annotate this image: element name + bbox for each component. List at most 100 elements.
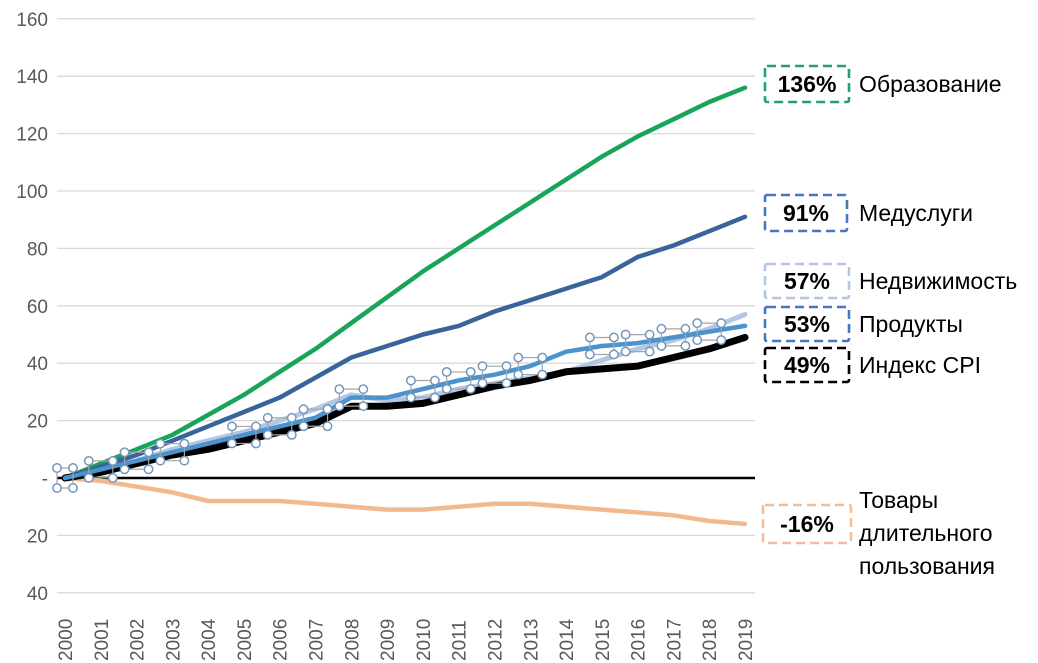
selection-handle[interactable] xyxy=(179,438,190,449)
legend-value-box-Индекс CPI[interactable] xyxy=(763,346,851,384)
selection-handle[interactable] xyxy=(52,463,62,473)
legend-label-Индекс CPI: Индекс CPI xyxy=(859,351,981,378)
selection-handle[interactable] xyxy=(334,384,345,395)
selection-handle[interactable] xyxy=(537,352,548,363)
legend-label-Медуслуги: Медуслуги xyxy=(859,199,974,226)
selection-handle[interactable] xyxy=(155,455,166,466)
selection-handle[interactable] xyxy=(537,369,548,380)
selection-handle[interactable] xyxy=(322,421,333,432)
selection-handle[interactable] xyxy=(620,346,631,357)
selection-handle[interactable] xyxy=(477,361,488,372)
x-axis-tick-label: 2002 xyxy=(128,619,149,661)
selection-handle[interactable] xyxy=(251,438,261,449)
series-line-Индекс CPI[interactable] xyxy=(61,333,749,482)
y-axis-tick-label: 20 xyxy=(27,412,48,433)
series-line-Продукты[interactable] xyxy=(62,323,748,481)
selection-handle[interactable] xyxy=(608,332,619,343)
selection-handle[interactable] xyxy=(119,464,130,475)
x-axis-tick-label: 2001 xyxy=(92,619,113,661)
selection-handle[interactable] xyxy=(692,318,703,329)
selection-handle[interactable] xyxy=(656,340,667,351)
selection-handle[interactable] xyxy=(608,349,619,360)
x-axis-tick-label: 2006 xyxy=(271,619,292,661)
legend-value-box-Медуслуги[interactable] xyxy=(763,193,849,233)
selection-handle[interactable] xyxy=(680,340,691,351)
x-axis-tick-label: 2016 xyxy=(629,619,650,661)
selection-handle[interactable] xyxy=(692,335,703,346)
y-axis-tick-label: 40 xyxy=(27,584,48,605)
selection-handle[interactable] xyxy=(656,323,667,334)
selection-handle[interactable] xyxy=(584,349,595,360)
legend-value-box-Образование[interactable] xyxy=(763,64,851,104)
x-axis-tick-label: 2012 xyxy=(485,619,506,661)
selection-handle[interactable] xyxy=(620,329,631,340)
selection-handle[interactable] xyxy=(405,392,416,403)
selection-handle[interactable] xyxy=(262,412,273,423)
x-axis-tick-label: 2003 xyxy=(163,619,184,661)
selection-handle[interactable] xyxy=(477,378,488,389)
series-line-Товары длительного пользования[interactable] xyxy=(62,475,748,527)
selection-handle[interactable] xyxy=(441,366,452,377)
x-axis-tick-label: 2014 xyxy=(557,618,578,661)
x-axis-tick-label: 2013 xyxy=(521,619,542,661)
y-axis-tick-label: 160 xyxy=(16,10,48,31)
selection-handle[interactable] xyxy=(644,346,655,357)
selection-handle[interactable] xyxy=(52,483,62,493)
selection-handle[interactable] xyxy=(143,447,154,458)
selection-handle[interactable] xyxy=(358,401,369,412)
x-axis-tick-label: 2004 xyxy=(199,618,220,661)
selection-handle[interactable] xyxy=(251,421,261,432)
selection-handle[interactable] xyxy=(501,361,512,372)
selection-handle[interactable] xyxy=(716,335,727,346)
selection-handle[interactable] xyxy=(83,472,94,483)
y-axis-tick-label: 40 xyxy=(27,354,48,375)
series-line-Недвижимость[interactable] xyxy=(62,311,748,481)
selection-handle[interactable] xyxy=(680,323,691,334)
selection-handle[interactable] xyxy=(68,483,78,493)
selection-handle[interactable] xyxy=(441,383,452,394)
selection-handle[interactable] xyxy=(465,383,476,394)
x-axis-tick-label: 2015 xyxy=(593,619,614,661)
legend-value-Медуслуги: 91% xyxy=(783,200,829,226)
selection-handle[interactable] xyxy=(227,438,237,449)
selection-handle[interactable] xyxy=(322,404,333,415)
selection-handle[interactable] xyxy=(143,464,154,475)
series-line-Медуслуги[interactable] xyxy=(62,214,748,481)
x-axis-tick-label: 2009 xyxy=(378,619,399,661)
selection-handle[interactable] xyxy=(513,352,524,363)
selection-handle[interactable] xyxy=(286,429,297,440)
legend-value-box-Недвижимость[interactable] xyxy=(763,262,851,300)
selection-handle[interactable] xyxy=(358,384,369,395)
selection-handle[interactable] xyxy=(107,472,118,483)
y-axis-tick-label: 80 xyxy=(27,239,48,260)
y-axis-tick-label: 140 xyxy=(16,67,48,88)
legend-value-box-Товары длительного пользования[interactable] xyxy=(761,503,853,545)
selection-handle[interactable] xyxy=(501,378,512,389)
selection-handle[interactable] xyxy=(644,329,655,340)
selection-handle[interactable] xyxy=(119,447,130,458)
x-axis-tick-label: 2017 xyxy=(664,619,685,661)
selection-handle[interactable] xyxy=(286,412,297,423)
selection-handle[interactable] xyxy=(716,318,727,329)
series-line-Образование[interactable] xyxy=(62,85,748,481)
selection-handle[interactable] xyxy=(465,366,476,377)
selection-handle[interactable] xyxy=(298,404,309,415)
selection-handle[interactable] xyxy=(298,421,309,432)
selection-handle[interactable] xyxy=(227,421,237,432)
selection-handle[interactable] xyxy=(513,369,524,380)
selection-handle[interactable] xyxy=(584,332,595,343)
selection-handle[interactable] xyxy=(83,455,94,466)
legend-value-box-Продукты[interactable] xyxy=(763,305,851,343)
selection-handle[interactable] xyxy=(405,375,416,386)
x-axis-tick-label: 2019 xyxy=(736,619,757,661)
selection-handle[interactable] xyxy=(429,375,440,386)
selection-handle[interactable] xyxy=(155,438,166,449)
selection-handle[interactable] xyxy=(334,401,345,412)
selection-handle[interactable] xyxy=(107,455,118,466)
selection-handle[interactable] xyxy=(262,429,273,440)
selection-handle[interactable] xyxy=(429,392,440,403)
selection-handle[interactable] xyxy=(179,455,190,466)
selection-handle[interactable] xyxy=(68,463,78,473)
